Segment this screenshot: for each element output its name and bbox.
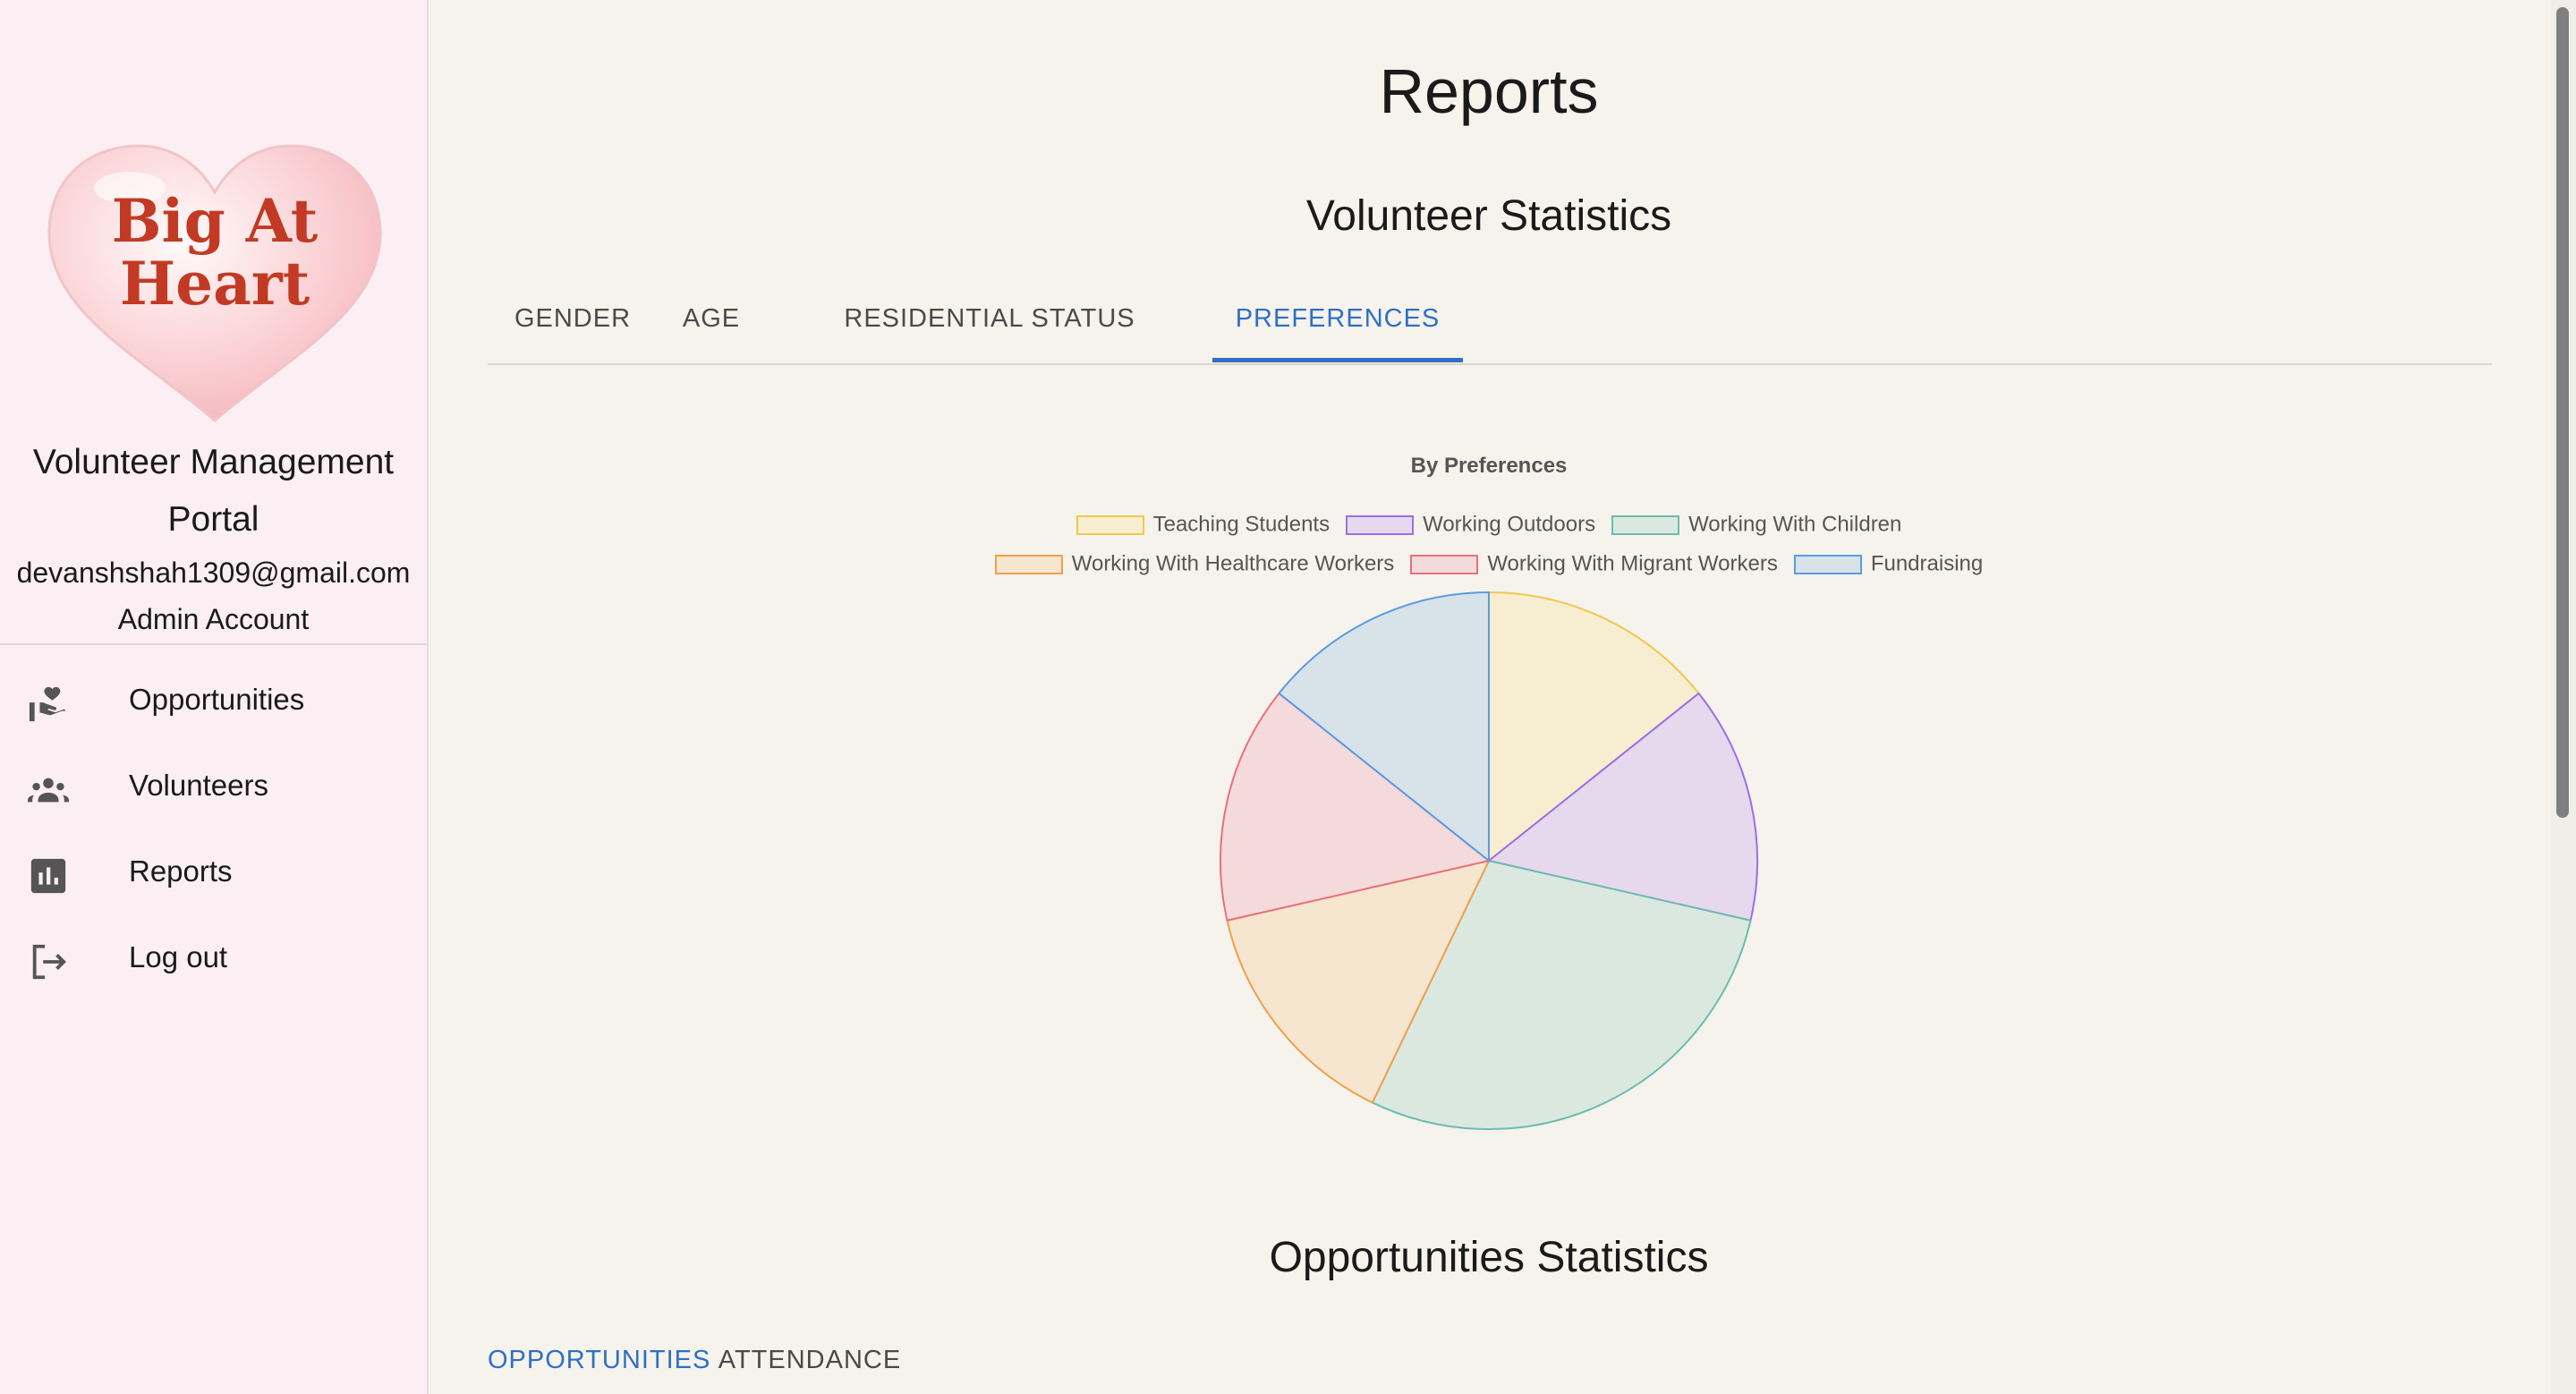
sidebar-divider: [0, 643, 427, 645]
nav-item-logout[interactable]: Log out: [0, 917, 427, 1003]
legend-swatch: [1075, 514, 1144, 535]
legend-label: Working With Migrant Workers: [1487, 551, 1778, 576]
legend-swatch: [1611, 514, 1680, 535]
tab-gender[interactable]: GENDER: [514, 304, 632, 333]
legend-item[interactable]: Working With Healthcare Workers: [994, 551, 1395, 577]
big-at-heart-logo: Big At Heart: [47, 144, 382, 422]
legend-swatch: [994, 554, 1063, 574]
legend-swatch: [1793, 554, 1862, 574]
sidebar: Big At Heart Volunteer Management Portal…: [0, 0, 429, 1394]
svg-text:Heart: Heart: [120, 249, 310, 319]
page-title: Reports: [1379, 56, 1599, 126]
legend-label: Working With Healthcare Workers: [1071, 551, 1395, 576]
tab-preferences[interactable]: PREFERENCES: [1235, 304, 1441, 333]
opportunities-statistics-heading: Opportunities Statistics: [1269, 1234, 1709, 1281]
tab-attendance[interactable]: ATTENDANCE: [718, 1346, 902, 1374]
nav-item-volunteers[interactable]: Volunteers: [0, 745, 427, 831]
nav-label-opportunities: Opportunities: [129, 683, 305, 716]
preferences-pie-chart: [1220, 591, 1758, 1130]
chart-legend-row-1: Teaching Students Working Outdoors Working…: [429, 512, 2549, 538]
pie-slice[interactable]: [1486, 692, 1758, 922]
nav-item-reports[interactable]: Reports: [0, 831, 427, 917]
svg-text:Big At: Big At: [112, 186, 319, 256]
legend-item[interactable]: Working Outdoors: [1346, 512, 1595, 538]
legend-item[interactable]: Teaching Students: [1075, 512, 1331, 538]
nav-label-volunteers: Volunteers: [129, 769, 268, 802]
group-icon: [28, 778, 69, 803]
pie-slice[interactable]: [1278, 591, 1490, 863]
legend-swatch: [1346, 514, 1415, 535]
pie-slice[interactable]: [1488, 591, 1700, 863]
tab-age[interactable]: AGE: [682, 304, 741, 333]
active-tab-indicator: [1212, 358, 1463, 362]
pie-slice[interactable]: [1220, 692, 1492, 922]
legend-item[interactable]: Fundraising: [1793, 551, 1984, 577]
tab-opportunities[interactable]: OPPORTUNITIES: [488, 1346, 711, 1374]
pie-slice[interactable]: [1371, 859, 1752, 1130]
chart-legend-row-2: Working With Healthcare Workers Working W…: [429, 551, 2549, 577]
scrollbar-thumb[interactable]: [2556, 7, 2569, 818]
user-role: Admin Account: [117, 603, 310, 635]
tab-residential-status[interactable]: RESIDENTIAL STATUS: [844, 304, 1135, 333]
main-content: Reports Volunteer Statistics GENDER AGE …: [429, 0, 2549, 1394]
legend-label: Fundraising: [1870, 551, 1984, 576]
chart-title: By Preferences: [1410, 454, 1568, 478]
portal-title: Volunteer Management Portal: [0, 434, 427, 548]
portal-title-line2: Portal: [167, 500, 259, 539]
nav-item-opportunities[interactable]: Opportunities: [0, 659, 427, 745]
volunteer-statistics-heading: Volunteer Statistics: [1305, 192, 1672, 240]
volunteer-tabs: GENDER AGE RESIDENTIAL STATUS PREFERENCE…: [488, 286, 2492, 365]
legend-label: Working Outdoors: [1423, 512, 1596, 537]
bar-chart-icon: [30, 858, 66, 894]
hand-heart-icon: [29, 686, 66, 722]
portal-title-line1: Volunteer Management: [32, 443, 395, 481]
legend-label: Working With Children: [1688, 512, 1902, 537]
nav-label-logout: Log out: [129, 940, 228, 973]
legend-swatch: [1410, 554, 1479, 574]
legend-item[interactable]: Working With Children: [1611, 512, 1901, 538]
legend-item[interactable]: Working With Migrant Workers: [1410, 551, 1778, 577]
scrollbar-track[interactable]: [2551, 0, 2576, 1394]
opportunities-tabs: OPPORTUNITIES ATTENDANCE: [488, 1328, 2492, 1394]
legend-label: Teaching Students: [1152, 512, 1331, 537]
logout-icon: [32, 944, 66, 980]
pie-slice[interactable]: [1226, 859, 1491, 1104]
user-email: devanshshah1309@gmail.com: [16, 557, 411, 589]
nav-label-reports: Reports: [129, 854, 233, 888]
